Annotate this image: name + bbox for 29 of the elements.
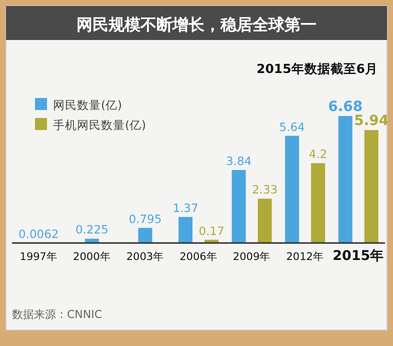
data-label: 0.17 xyxy=(198,224,224,238)
x-tick-label: 2003年 xyxy=(126,251,164,263)
source-note: 数据来源：CNNIC xyxy=(12,308,102,321)
data-label: 2.33 xyxy=(252,182,278,197)
legend-label: 网民数量(亿) xyxy=(53,98,122,112)
x-tick-label: 2012年 xyxy=(286,251,324,263)
bar xyxy=(178,216,192,243)
bar xyxy=(258,198,272,243)
data-label: 0.225 xyxy=(75,222,108,237)
bar xyxy=(232,170,246,243)
chart-title: 网民规模不断增长，稳居全球第一 xyxy=(76,15,316,34)
data-label: 6.68 xyxy=(328,99,363,115)
data-label: 3.84 xyxy=(226,154,252,168)
bar xyxy=(338,116,352,243)
x-tick-label: 2006年 xyxy=(180,251,218,263)
data-label: 0.0062 xyxy=(18,226,59,241)
bar xyxy=(285,136,300,243)
bar xyxy=(364,130,378,243)
data-label: 5.64 xyxy=(279,120,305,134)
x-tick-label: 2000年 xyxy=(73,251,111,263)
x-tick-label: 2015年 xyxy=(332,248,384,264)
chart-subtitle: 2015年数据截至6月 xyxy=(256,61,378,76)
x-tick-label: 1997年 xyxy=(20,251,58,263)
legend-label: 手机网民数量(亿) xyxy=(53,118,146,132)
bar xyxy=(311,163,326,243)
data-label: 0.795 xyxy=(128,212,162,226)
data-label: 1.37 xyxy=(172,200,198,215)
data-label: 4.2 xyxy=(308,147,328,162)
x-tick-label: 2009年 xyxy=(232,251,271,263)
